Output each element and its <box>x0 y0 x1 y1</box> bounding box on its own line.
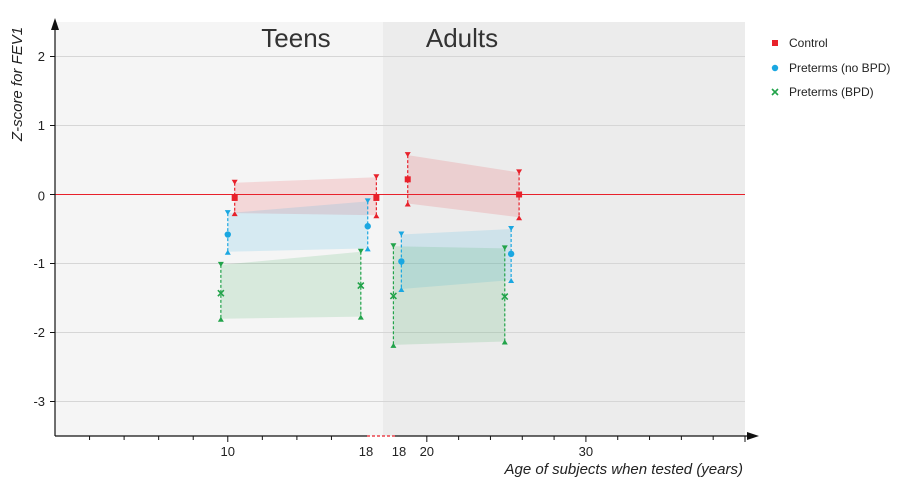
errorbar-cap-lower-preterms-no-bpd-2 <box>398 287 405 293</box>
y-tick-label--3: -3 <box>33 394 45 409</box>
y-tick-label--2: -2 <box>33 325 45 340</box>
errorbar-cap-lower-preterms-no-bpd-0 <box>224 249 231 255</box>
y-axis-title: Z-score for FEV1 <box>9 27 26 142</box>
axes <box>50 18 759 442</box>
errorbar-cap-upper-control-3 <box>516 169 523 175</box>
point-preterms-no-bpd-2 <box>398 258 405 265</box>
point-preterms-bpd-2 <box>389 292 397 300</box>
point-preterms-bpd-3 <box>501 293 509 301</box>
legend-item-control: Control <box>772 36 828 50</box>
band-preterms-bpd-adults <box>393 246 505 345</box>
errorbar-cap-lower-preterms-no-bpd-1 <box>364 246 371 252</box>
legend-symbol-control <box>772 40 778 46</box>
point-control-1 <box>373 194 380 201</box>
errorbar-cap-lower-preterms-bpd-3 <box>501 339 508 345</box>
errorbar-cap-upper-preterms-no-bpd-0 <box>224 210 231 216</box>
y-tick-label-2: 2 <box>38 49 45 64</box>
legend-item-preterms-bpd: Preterms (BPD) <box>771 85 874 99</box>
errorbar-cap-lower-preterms-no-bpd-3 <box>508 278 515 284</box>
legend-item-preterms-no-bpd: Preterms (no BPD) <box>771 61 890 75</box>
errorbar-cap-lower-preterms-bpd-1 <box>357 314 364 320</box>
errorbar-cap-upper-preterms-bpd-1 <box>357 248 364 254</box>
point-preterms-no-bpd-3 <box>507 250 515 258</box>
errorbar-cap-upper-preterms-bpd-3 <box>501 245 508 251</box>
point-control-3 <box>516 191 523 198</box>
errorbar-cap-upper-preterms-bpd-2 <box>390 243 397 249</box>
data-markers <box>217 176 523 301</box>
x-tick-label-30: 30 <box>579 444 593 459</box>
band-control-adults <box>407 155 520 218</box>
y-tick-label-0: 0 <box>38 189 45 204</box>
point-control-2 <box>404 176 411 183</box>
band-preterms-bpd-teens <box>220 251 361 319</box>
legend-marker-preterms-bpd <box>771 88 779 96</box>
point-preterms-bpd-1 <box>357 282 365 290</box>
teens-region-background <box>55 22 383 436</box>
band-preterms-no-bpd-teens <box>227 201 368 252</box>
point-control-0 <box>231 194 238 201</box>
point-preterms-no-bpd-1 <box>364 223 371 230</box>
x-axis-arrow <box>747 432 759 440</box>
errorbar-cap-upper-preterms-bpd-0 <box>217 261 224 267</box>
errorbar-cap-upper-preterms-no-bpd-1 <box>364 198 371 204</box>
region-label-adults: Adults <box>426 23 498 53</box>
errorbar-cap-lower-control-2 <box>404 201 411 207</box>
y-tick-label-1: 1 <box>38 118 45 133</box>
errorbar-cap-lower-preterms-bpd-2 <box>390 342 397 348</box>
break-label-left: 18 <box>359 444 373 459</box>
legend-marker-preterms-no-bpd <box>771 64 779 72</box>
point-preterms-bpd-0 <box>217 289 225 297</box>
x-tick-label-20: 20 <box>420 444 434 459</box>
legend-label-preterms-bpd: Preterms (BPD) <box>789 85 874 99</box>
y-tick-label--1: -1 <box>33 256 45 271</box>
y-axis-arrow <box>51 18 59 30</box>
legend-symbol-preterms-bpd <box>771 88 779 96</box>
point-preterms-no-bpd-0 <box>224 231 231 238</box>
legend-symbol-preterms-no-bpd <box>771 64 779 72</box>
errorbar-cap-upper-preterms-no-bpd-2 <box>398 231 405 237</box>
errorbar-cap-upper-control-2 <box>404 152 411 158</box>
band-control-teens <box>234 177 377 216</box>
errorbar-cap-lower-preterms-bpd-0 <box>217 316 224 322</box>
errorbar-cap-lower-control-1 <box>373 213 380 219</box>
legend: Control Preterms (no BPD) Preterms (BPD) <box>771 36 890 99</box>
band-preterms-no-bpd-adults <box>401 229 512 290</box>
errorbar-cap-upper-control-1 <box>373 174 380 180</box>
legend-label-control: Control <box>789 36 828 50</box>
x-axis-title: Age of subjects when tested (years) <box>504 461 743 478</box>
break-label-right: 18 <box>392 444 406 459</box>
errorbar-cap-lower-control-3 <box>516 215 523 221</box>
confidence-bands <box>220 155 520 345</box>
x-tick-label-10: 10 <box>221 444 235 459</box>
adults-region-background <box>383 22 745 436</box>
tick-labels: 10 20 30 -3 -2 -1 0 1 2 <box>33 49 593 459</box>
legend-marker-control <box>772 40 778 46</box>
region-label-teens: Teens <box>261 23 330 53</box>
errorbar-cap-upper-preterms-no-bpd-3 <box>508 226 515 231</box>
errorbar-cap-lower-control-0 <box>231 211 238 217</box>
legend-label-preterms-no-bpd: Preterms (no BPD) <box>789 61 890 75</box>
errorbar-cap-upper-control-0 <box>231 179 238 185</box>
